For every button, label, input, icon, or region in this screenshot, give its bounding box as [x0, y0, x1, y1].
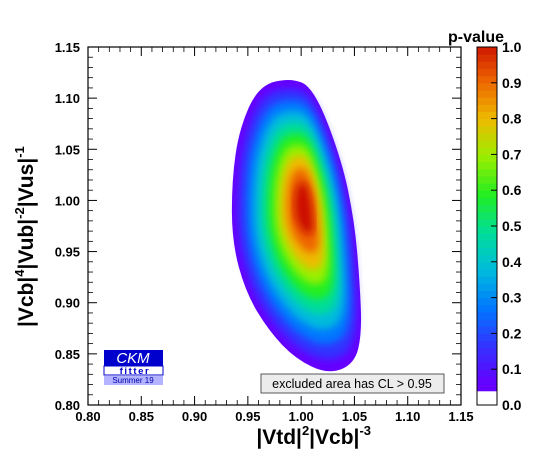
- y-axis: 0.80 0.85 0.90 0.95 1.00 1.05 1.10 1.15: [55, 40, 461, 413]
- colorbar-ticks: 0.0 0.1 0.2 0.3 0.4 0.5 0.6 0.7 0.8 0.9 1.0: [491, 39, 522, 413]
- colorbar-segment: [477, 268, 497, 277]
- colorbar-tick-label: 0.6: [502, 182, 522, 198]
- colorbar-segment: [477, 276, 497, 284]
- colorbar-tick-label: 0.8: [502, 111, 522, 127]
- colorbar-segment: [477, 168, 497, 177]
- colorbar-tick-label: 0.3: [502, 290, 522, 306]
- colorbar-segment: [477, 283, 497, 292]
- ckmfitter-logo: CKM fitter Summer 19: [103, 350, 164, 385]
- colorbar-segment: [477, 218, 497, 227]
- x-tick-label: 1.00: [288, 409, 313, 424]
- colorbar-segment: [477, 61, 497, 70]
- x-tick-label: 0.90: [182, 409, 207, 424]
- x-tick-label: 1.05: [342, 409, 367, 424]
- x-tick-label: 0.80: [75, 409, 100, 424]
- x-tick-label: 0.85: [129, 409, 154, 424]
- colorbar-segment: [477, 247, 497, 256]
- colorbar-segment: [477, 290, 497, 299]
- y-tick-label: 0.80: [55, 398, 80, 413]
- colorbar: [476, 46, 498, 406]
- colorbar-segment: [477, 397, 497, 406]
- colorbar-tick-label: 1.0: [502, 39, 522, 55]
- colorbar-segment: [477, 261, 497, 270]
- x-tick-label: 1.15: [448, 409, 473, 424]
- colorbar-segment: [477, 383, 497, 392]
- colorbar-segment: [477, 354, 497, 363]
- y-tick-label: 1.00: [55, 193, 80, 208]
- y-tick-label: 0.90: [55, 296, 80, 311]
- colorbar-segment: [477, 111, 497, 120]
- heatmap-region: [231, 79, 362, 372]
- colorbar-segment: [477, 147, 497, 155]
- colorbar-segment: [477, 211, 497, 220]
- colorbar-segment: [477, 326, 497, 334]
- colorbar-segment: [477, 82, 497, 91]
- colorbar-segment: [477, 390, 497, 399]
- plot-frame: [87, 46, 462, 406]
- colorbar-segment: [477, 226, 497, 234]
- colorbar-tick-label: 0.7: [502, 146, 522, 162]
- colorbar-segment: [477, 89, 497, 98]
- x-axis-title: |Vtd|2|Vcb|-3: [256, 423, 371, 449]
- logo-main-text: CKM: [116, 350, 150, 367]
- x-axis: 0.80 0.85 0.90 0.95 1.00 1.05 1.10 1.15: [75, 47, 474, 424]
- y-tick-label: 1.05: [55, 142, 80, 157]
- colorbar-segment: [477, 47, 497, 55]
- colorbar-segment: [477, 190, 497, 198]
- colorbar-segment: [477, 362, 497, 370]
- colorbar-segment: [477, 125, 497, 134]
- y-tick-label: 0.85: [55, 347, 80, 362]
- x-tick-label: 1.10: [395, 409, 420, 424]
- colorbar-segment: [477, 154, 497, 163]
- colorbar-segment: [477, 204, 497, 213]
- colorbar-segment: [477, 254, 497, 263]
- colorbar-segment: [477, 233, 497, 241]
- colorbar-segment: [477, 297, 497, 306]
- colorbar-title: p-value: [448, 29, 504, 46]
- y-tick-label: 0.95: [55, 245, 80, 260]
- colorbar-tick-label: 0.4: [502, 254, 522, 270]
- colorbar-segment: [477, 197, 497, 206]
- colorbar-segment: [477, 75, 497, 84]
- colorbar-segment: [477, 132, 497, 141]
- colorbar-segment: [477, 240, 497, 249]
- colorbar-segment: [477, 369, 497, 377]
- colorbar-tick-label: 0.5: [502, 218, 522, 234]
- colorbar-segment: [477, 304, 497, 313]
- colorbar-segment: [477, 347, 497, 356]
- colorbar-tick-label: 0.9: [502, 75, 522, 91]
- contour-level-10: [294, 182, 314, 235]
- colorbar-segment: [477, 118, 497, 127]
- colorbar-segment: [477, 319, 497, 327]
- colorbar-segment: [477, 311, 497, 320]
- colorbar-segment: [477, 97, 497, 105]
- colorbar-segment: [477, 140, 497, 148]
- logo-year-text: Summer 19: [112, 376, 154, 385]
- colorbar-tick-label: 0.2: [502, 325, 522, 341]
- annotation-text: excluded area has CL > 0.95: [272, 377, 432, 391]
- colorbar-segment: [477, 161, 497, 170]
- colorbar-segment: [477, 68, 497, 77]
- logo-sub-text: fitter: [120, 366, 151, 377]
- colorbar-segment: [477, 175, 497, 184]
- colorbar-tick-label: 0.0: [502, 397, 522, 413]
- x-tick-label: 0.95: [235, 409, 260, 424]
- colorbar-tick-label: 0.1: [502, 361, 522, 377]
- colorbar-segment: [477, 333, 497, 342]
- colorbar-segment: [477, 54, 497, 62]
- colorbar-segment: [477, 104, 497, 113]
- y-tick-label: 1.15: [55, 40, 80, 55]
- colorbar-segment: [477, 340, 497, 349]
- annotation-box: excluded area has CL > 0.95: [260, 373, 445, 394]
- y-tick-label: 1.10: [55, 91, 80, 106]
- y-axis-title: |Vcb|4|Vub|-2|Vus|-1: [12, 146, 38, 327]
- colorbar-segment: [477, 183, 497, 191]
- colorbar-segment: [477, 376, 497, 385]
